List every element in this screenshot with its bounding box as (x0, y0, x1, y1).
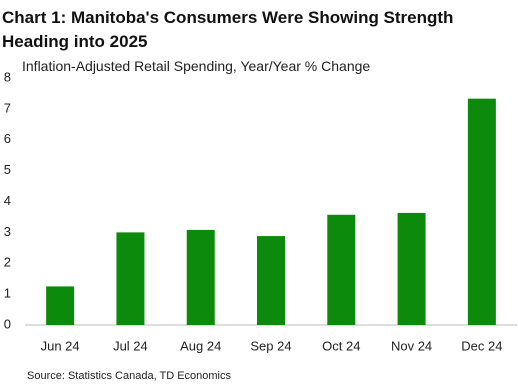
y-tick-label: 0 (4, 316, 11, 331)
bar (257, 236, 285, 325)
y-tick-label: 3 (4, 224, 11, 239)
x-tick-label: Nov 24 (391, 338, 432, 353)
x-tick-label: Jun 24 (41, 338, 80, 353)
bar (186, 229, 215, 325)
bar (116, 232, 145, 325)
y-tick-label: 8 (4, 69, 11, 84)
bar (327, 214, 356, 325)
x-tick-label: Jul 24 (113, 338, 148, 353)
source-note: Source: Statistics Canada, TD Economics (27, 370, 231, 382)
chart-subtitle: Inflation-Adjusted Retail Spending, Year… (22, 58, 371, 74)
x-tick-label: Sep 24 (250, 338, 291, 353)
bar (46, 286, 75, 325)
y-tick-label: 6 (4, 131, 11, 146)
bar (467, 98, 496, 325)
bar (397, 212, 426, 325)
y-tick-label: 5 (4, 162, 11, 177)
y-tick-label: 7 (4, 100, 11, 115)
x-tick-label: Dec 24 (461, 338, 502, 353)
y-tick-label: 2 (4, 255, 11, 270)
x-tick-label: Aug 24 (180, 338, 221, 353)
x-tick-label: Oct 24 (322, 338, 360, 353)
chart-title: Chart 1: Manitoba's Consumers Were Showi… (2, 8, 454, 51)
y-tick-label: 1 (4, 286, 11, 301)
y-tick-label: 4 (4, 193, 11, 208)
